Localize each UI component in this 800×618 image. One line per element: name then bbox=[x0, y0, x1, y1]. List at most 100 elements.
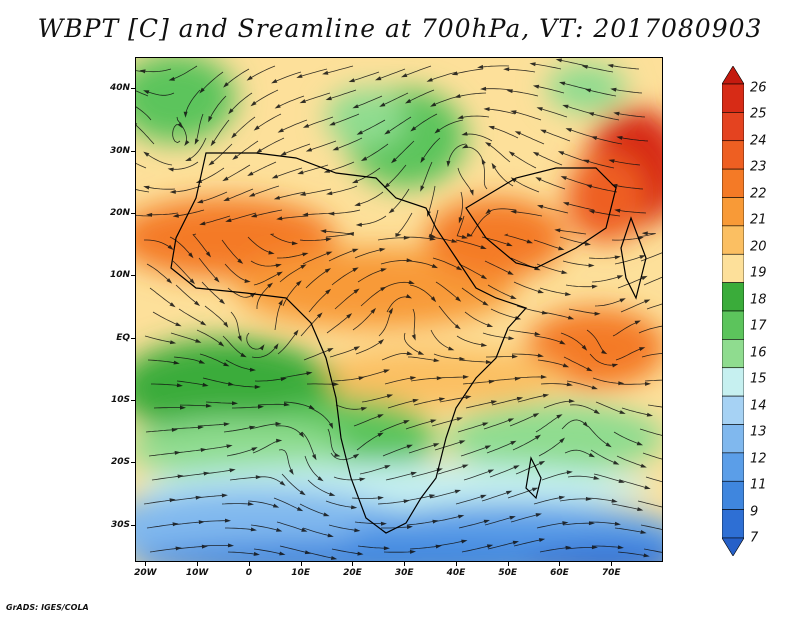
streamline-arrowhead bbox=[183, 111, 188, 118]
streamline bbox=[485, 108, 516, 115]
streamline bbox=[614, 527, 645, 534]
streamline-arrowhead bbox=[329, 492, 336, 496]
streamline-arrowhead bbox=[388, 208, 395, 214]
colorbar-label: 16 bbox=[750, 345, 767, 361]
streamline-arrowhead bbox=[506, 490, 513, 495]
streamline bbox=[200, 445, 231, 451]
lat-tick bbox=[131, 337, 135, 339]
streamline-arrowhead bbox=[248, 192, 256, 197]
streamline-arrowhead bbox=[325, 96, 332, 101]
streamline bbox=[204, 305, 228, 327]
streamline bbox=[203, 469, 234, 475]
streamline-arrowhead bbox=[526, 239, 533, 244]
streamline-arrowhead bbox=[594, 311, 601, 316]
streamline bbox=[334, 137, 363, 150]
lat-tick bbox=[131, 462, 135, 464]
streamline-arrowhead bbox=[557, 151, 565, 156]
streamline bbox=[299, 238, 330, 241]
streamline-arrowhead bbox=[143, 185, 150, 190]
map-panel[interactable] bbox=[135, 57, 663, 562]
streamline bbox=[409, 545, 440, 550]
streamline bbox=[487, 284, 516, 299]
streamline-arrowhead bbox=[535, 177, 542, 182]
streamline-arrowhead bbox=[231, 132, 237, 139]
streamline bbox=[254, 378, 285, 382]
streamline-arrowhead bbox=[302, 212, 309, 217]
lat-tick bbox=[131, 212, 135, 214]
streamline-arrowhead bbox=[391, 157, 397, 164]
chart-title: WBPT [C] and Sreamline at 700hPa, VT: 20… bbox=[37, 14, 763, 43]
streamline bbox=[557, 59, 588, 67]
streamline-arrowhead bbox=[482, 422, 489, 427]
lat-tick bbox=[131, 275, 135, 277]
streamline bbox=[590, 449, 618, 465]
streamline bbox=[503, 233, 532, 243]
streamline-arrowhead bbox=[439, 397, 446, 402]
streamline bbox=[385, 116, 412, 134]
streamline bbox=[537, 359, 568, 367]
streamline bbox=[536, 522, 567, 529]
streamline bbox=[565, 547, 596, 550]
streamline bbox=[136, 189, 150, 193]
streamline-arrowhead bbox=[605, 442, 612, 448]
streamline-arrowhead bbox=[240, 352, 247, 358]
colorbar-swatch bbox=[722, 367, 744, 397]
streamline-arrowhead bbox=[429, 494, 436, 499]
streamline bbox=[534, 152, 563, 166]
streamline bbox=[251, 89, 279, 106]
colorbar-label: 7 bbox=[750, 530, 759, 546]
streamline bbox=[439, 396, 470, 403]
streamline-arrowhead bbox=[250, 213, 258, 218]
streamline bbox=[436, 376, 468, 379]
streamline bbox=[148, 452, 179, 457]
streamline bbox=[351, 497, 383, 500]
streamline-arrowhead bbox=[221, 493, 228, 498]
streamline bbox=[196, 329, 223, 346]
streamline-arrowhead bbox=[277, 128, 284, 133]
streamline-arrowhead bbox=[229, 468, 236, 473]
streamline bbox=[457, 422, 487, 433]
streamline-arrowhead bbox=[271, 174, 279, 179]
streamline bbox=[564, 202, 595, 211]
streamline bbox=[512, 211, 543, 217]
streamline bbox=[327, 89, 357, 100]
streamline bbox=[613, 184, 644, 190]
streamline-arrowhead bbox=[223, 82, 229, 88]
streamline-arrowhead bbox=[300, 264, 307, 269]
streamline bbox=[389, 188, 410, 213]
streamline-arrowhead bbox=[506, 242, 513, 247]
streamline-arrowhead bbox=[540, 129, 547, 134]
streamline-arrowhead bbox=[326, 251, 333, 256]
streamline-arrowhead bbox=[619, 298, 626, 303]
streamline bbox=[356, 433, 383, 451]
colorbar-swatch bbox=[722, 197, 744, 227]
streamline-arrowhead bbox=[351, 505, 358, 510]
streamline-arrowhead bbox=[562, 202, 570, 206]
streamline-arrowhead bbox=[276, 216, 283, 221]
streamline bbox=[490, 126, 519, 139]
streamline bbox=[201, 281, 224, 304]
streamline-arrowhead bbox=[208, 116, 213, 123]
streamline bbox=[247, 65, 276, 80]
streamline-arrowhead bbox=[291, 241, 299, 246]
streamline bbox=[461, 287, 488, 306]
streamline-arrowhead bbox=[466, 232, 473, 237]
streamline-arrowhead bbox=[255, 148, 262, 154]
streamline bbox=[356, 191, 384, 206]
streamline bbox=[560, 332, 587, 350]
streamline bbox=[301, 431, 316, 459]
streamline bbox=[385, 164, 407, 188]
streamline-arrowhead bbox=[641, 275, 648, 281]
streamline bbox=[620, 299, 649, 313]
streamline bbox=[512, 178, 540, 193]
streamline-arrowhead bbox=[278, 299, 283, 306]
lat-label: 10N bbox=[109, 270, 130, 281]
streamline bbox=[430, 329, 453, 351]
streamline-arrowhead bbox=[401, 73, 408, 78]
streamline bbox=[586, 329, 606, 354]
streamline-arrowhead bbox=[538, 460, 546, 466]
streamline bbox=[516, 305, 547, 314]
streamline-arrowhead bbox=[146, 212, 153, 217]
streamline-arrowhead bbox=[223, 321, 229, 328]
streamline bbox=[541, 471, 571, 481]
